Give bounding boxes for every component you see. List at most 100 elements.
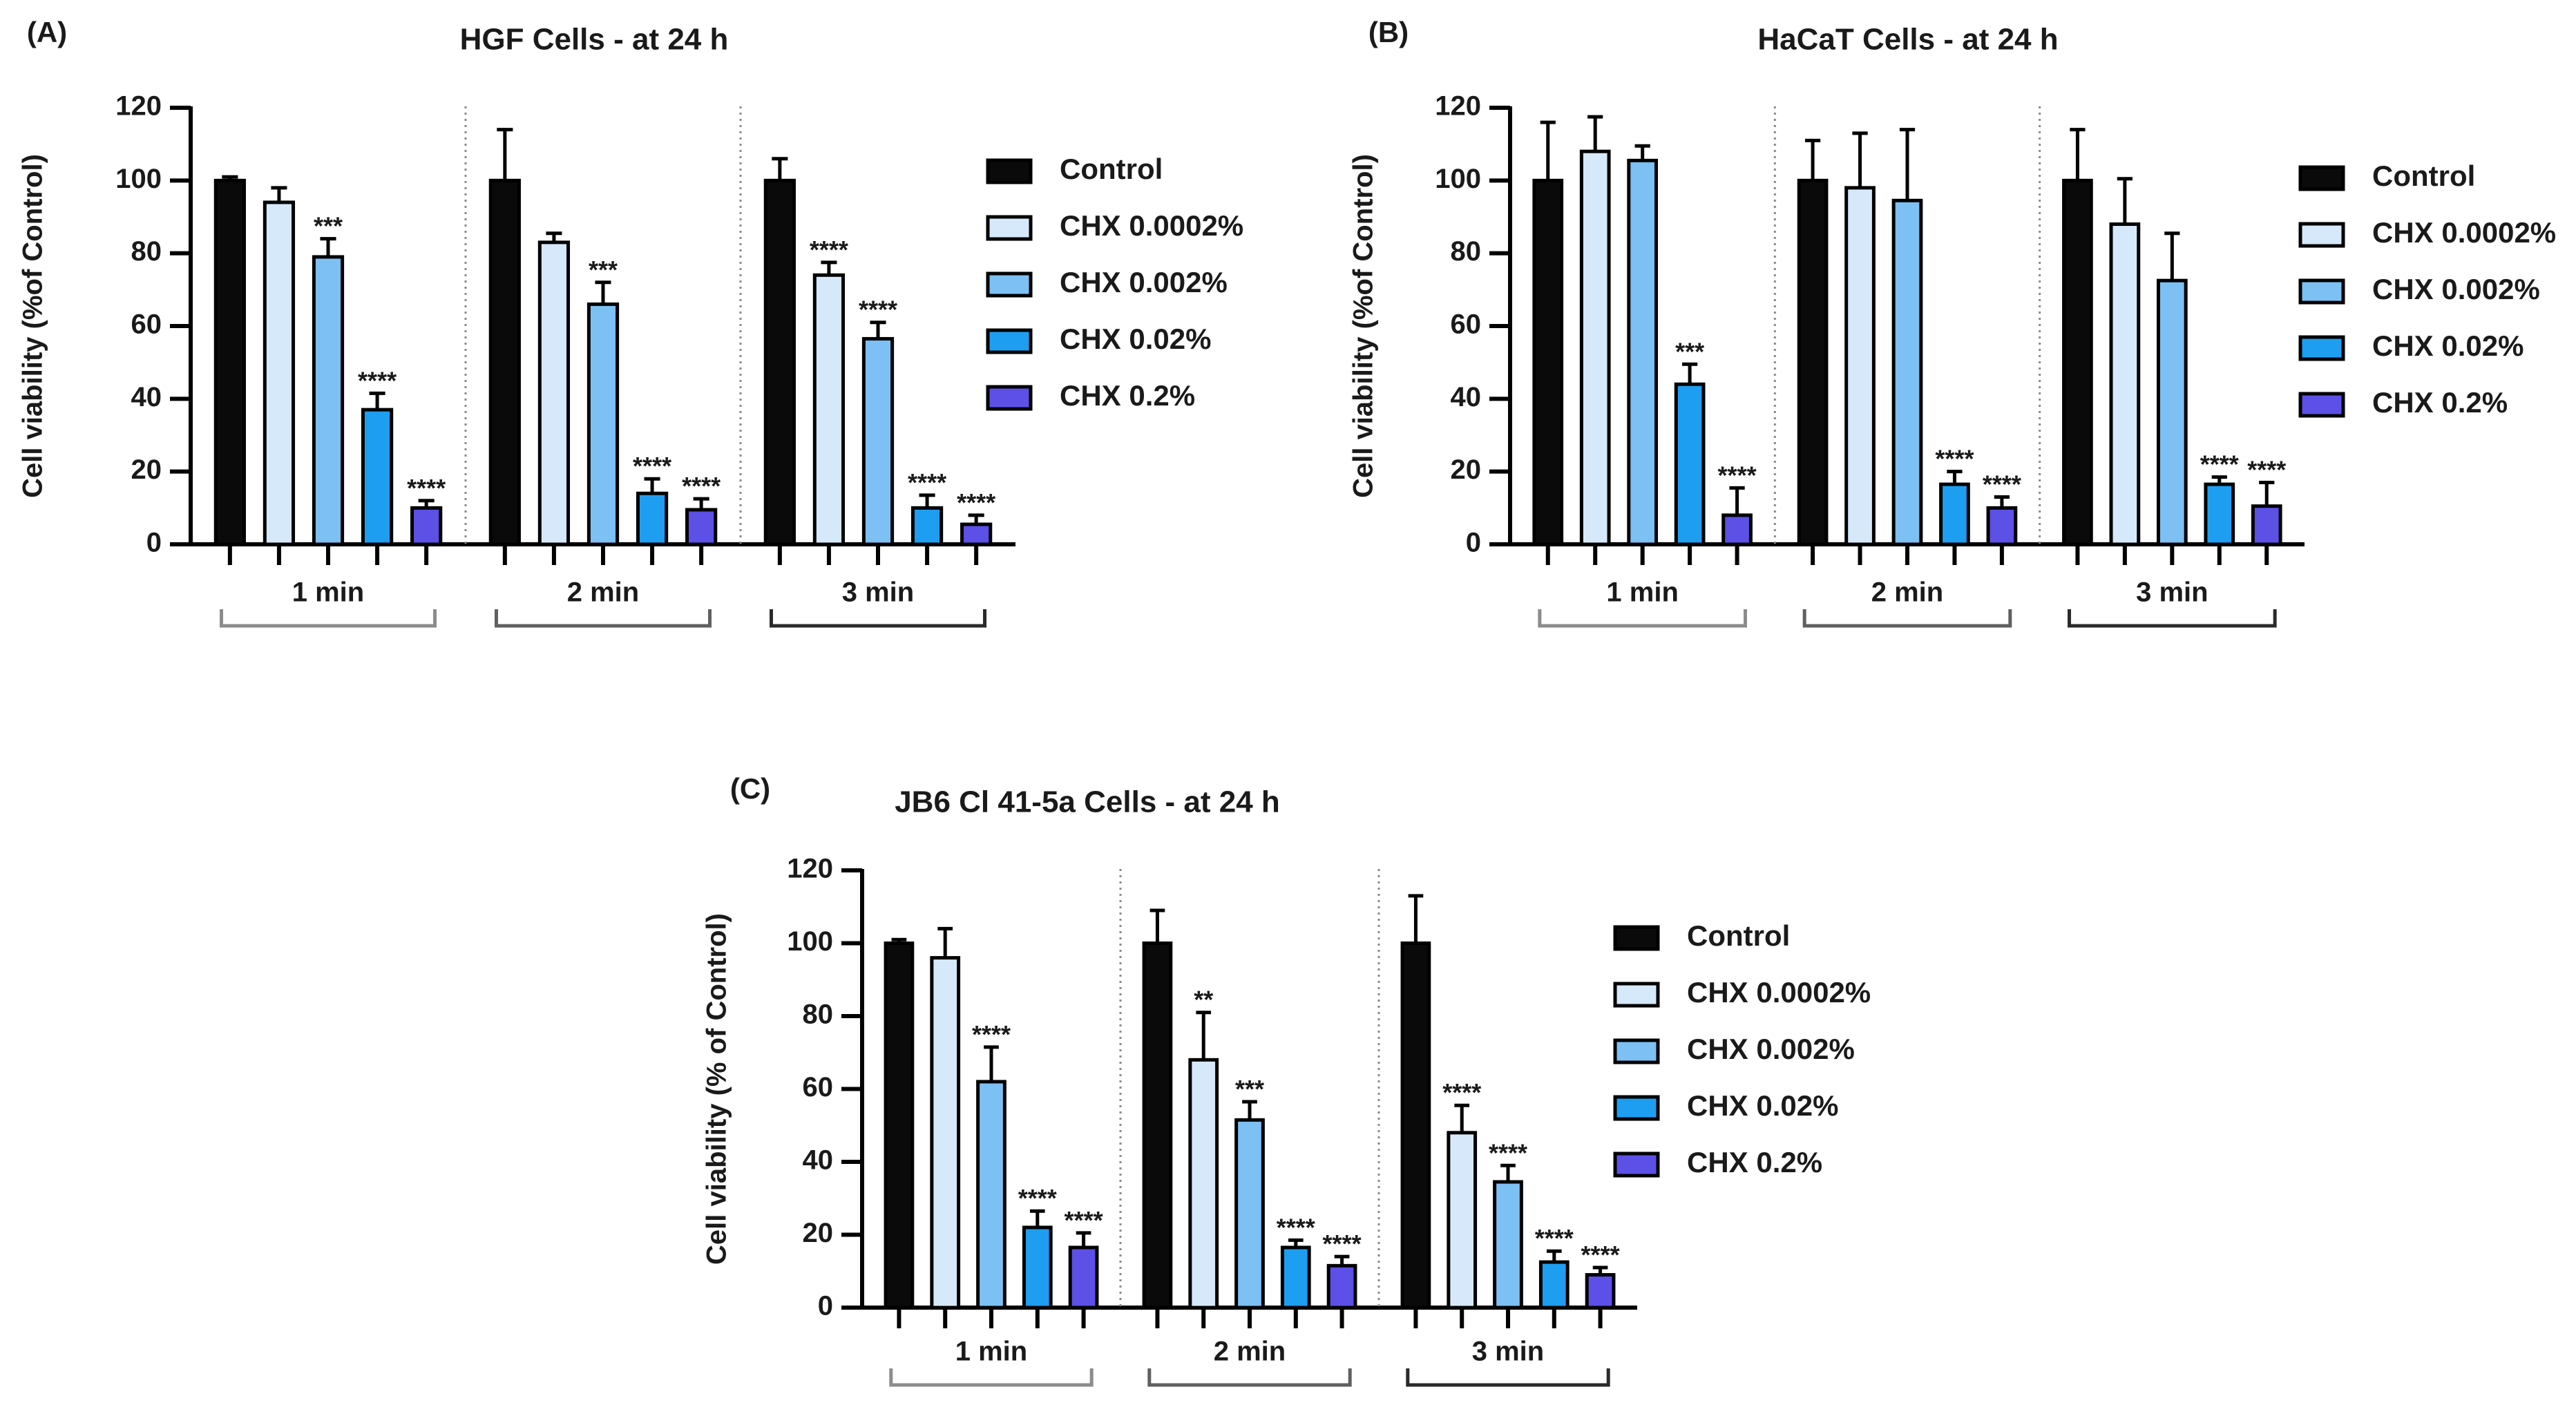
significance-label: *** [314, 212, 343, 240]
bar [488, 178, 521, 546]
y-tick-label: 20 [803, 1218, 834, 1248]
legend-swatch [2298, 278, 2345, 305]
y-tick-label: 20 [1451, 455, 1482, 485]
significance-label: **** [972, 1020, 1011, 1049]
y-axis-label: Cell viability (% of Control) [702, 913, 732, 1265]
y-tick-label: 40 [1451, 382, 1482, 412]
group-label: 1 min [955, 1337, 1027, 1367]
group-bracket [769, 609, 987, 628]
y-tick-label: 40 [131, 382, 162, 412]
legend-label: CHX 0.0002% [2372, 216, 2556, 249]
significance-label: **** [1535, 1224, 1574, 1252]
bar [1532, 178, 1564, 546]
group-bracket [1406, 1368, 1610, 1387]
legend-swatch [1613, 1151, 1660, 1178]
significance-label: **** [1018, 1184, 1057, 1212]
y-axis-label: Cell viability (%of Control) [1348, 154, 1379, 498]
bar [410, 506, 443, 546]
legend-label: CHX 0.2% [1687, 1146, 1822, 1178]
legend-swatch [986, 385, 1033, 411]
group-label: 1 min [292, 577, 364, 608]
legend-label: CHX 0.02% [2372, 329, 2523, 362]
bar [1493, 1180, 1523, 1310]
chart-title: HGF Cells - at 24 h [460, 23, 729, 57]
bar [1986, 506, 2018, 546]
bar [685, 508, 718, 546]
panel-label: (A) [27, 16, 67, 48]
bar [2204, 482, 2235, 546]
significance-label: **** [1935, 445, 1974, 473]
significance-label: **** [1983, 470, 2021, 499]
y-tick-label: 100 [115, 164, 162, 194]
group-label: 1 min [1606, 577, 1678, 608]
significance-label: **** [1581, 1241, 1620, 1269]
bar [910, 506, 944, 546]
group-bracket [494, 609, 712, 628]
bar [861, 336, 895, 546]
bar [1585, 1273, 1616, 1310]
group-bracket [1147, 1368, 1352, 1387]
significance-label: **** [358, 366, 397, 394]
significance-label: **** [1718, 461, 1757, 489]
bar [636, 491, 669, 546]
group-bracket [1538, 609, 1747, 628]
y-tick-label: 80 [131, 236, 162, 267]
significance-label: **** [810, 236, 848, 264]
legend-swatch [986, 271, 1033, 298]
legend-label: CHX 0.0002% [1687, 976, 1871, 1009]
significance-label: **** [859, 296, 897, 324]
significance-label: *** [589, 256, 618, 284]
bar [2062, 178, 2093, 546]
legend-swatch [2298, 335, 2345, 361]
legend-label: CHX 0.002% [1687, 1033, 1855, 1065]
bar [1326, 1263, 1357, 1310]
bar [1538, 1260, 1570, 1310]
legend-label: CHX 0.2% [1060, 379, 1195, 412]
legend-swatch [2298, 392, 2345, 418]
bar [1797, 178, 1829, 546]
bar [1721, 513, 1753, 546]
bar [213, 178, 246, 546]
legend-swatch [986, 158, 1033, 184]
bar [1188, 1058, 1219, 1310]
y-axis-label: Cell viability (%of Control) [18, 154, 48, 498]
y-tick-label: 60 [803, 1072, 834, 1102]
bar [1234, 1118, 1265, 1310]
y-tick-label: 20 [131, 455, 162, 485]
panel-c: (C) JB6 Cl 41-5a Cells - at 24 h Cell viab… [702, 772, 1871, 1387]
significance-label: **** [2200, 450, 2239, 479]
group-label: 2 min [1871, 577, 1943, 608]
bar [1579, 149, 1611, 546]
group-label: 3 min [2136, 577, 2208, 608]
legend-label: CHX 0.002% [1060, 266, 1228, 298]
panel-label: (C) [730, 772, 770, 805]
significance-label: *** [1675, 337, 1704, 365]
panel-a: (A) HGF Cells - at 24 h Cell viability (%o… [18, 16, 1243, 628]
significance-label: **** [1489, 1138, 1527, 1167]
legend-swatch [2298, 222, 2345, 248]
panel-b: (B) HaCaT Cells - at 24 h Cell viability (… [1348, 16, 2556, 628]
bar [1844, 186, 1876, 546]
significance-label: **** [1065, 1206, 1103, 1234]
group-bracket [219, 609, 437, 628]
chart-title: HaCaT Cells - at 24 h [1757, 23, 2058, 57]
significance-label: **** [1277, 1213, 1315, 1241]
y-tick-label: 60 [131, 309, 162, 340]
significance-label: **** [908, 468, 946, 497]
bar [960, 522, 993, 546]
bar [586, 302, 620, 546]
bar [2156, 278, 2188, 546]
legend-label: Control [1687, 919, 1790, 952]
y-tick-label: 100 [1435, 164, 1481, 194]
bar [1280, 1245, 1311, 1310]
bar [976, 1080, 1006, 1310]
legend-label: CHX 0.02% [1687, 1089, 1838, 1122]
y-tick-label: 120 [1435, 91, 1481, 122]
bar [537, 240, 571, 546]
bar [1627, 158, 1659, 546]
bar [1022, 1225, 1053, 1310]
group-label: 2 min [567, 577, 639, 608]
significance-label: **** [1323, 1230, 1362, 1258]
bar [1447, 1131, 1478, 1310]
